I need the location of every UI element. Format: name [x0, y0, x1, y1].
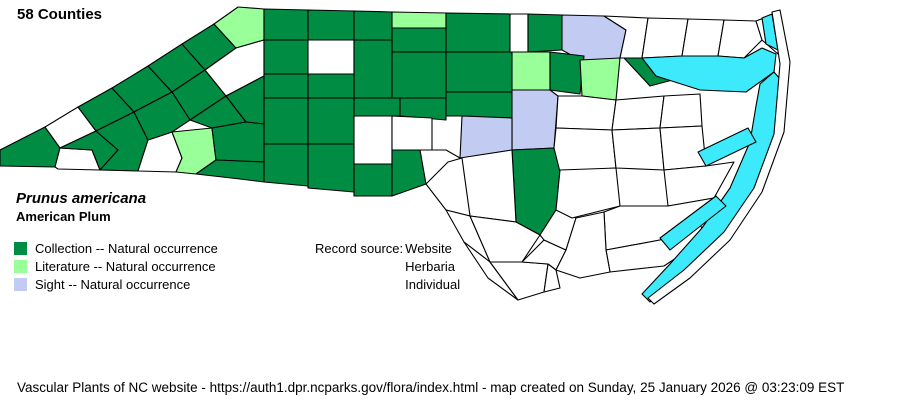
legend-item-literature: Literature -- Natural occurrence: [14, 257, 218, 275]
county-shape-collection: [263, 8, 309, 41]
page-title: 58 Counties: [17, 6, 103, 23]
record-source-label: Record source:: [315, 241, 404, 256]
county-shape-collection: [263, 39, 309, 75]
county-shape-none: [717, 19, 763, 59]
county-shape-none: [659, 93, 703, 129]
county-shape-none: [553, 127, 617, 173]
map-legend: Collection -- Natural occurrence Literat…: [14, 239, 218, 293]
county-shape-collection: [211, 121, 265, 163]
county-shape-collection: [263, 97, 309, 145]
county-shape-collection: [399, 97, 447, 121]
county-shape-collection: [549, 51, 585, 95]
county-shape-collection: [391, 27, 447, 53]
county-shape-collection: [307, 73, 355, 99]
county-shape-literature: [391, 11, 447, 29]
legend-item-label: Literature -- Natural occurrence: [35, 258, 216, 274]
record-source-values: Website Herbaria Individual: [405, 240, 460, 294]
county-shape-literature: [511, 51, 551, 91]
county-shape-collection: [445, 91, 513, 119]
county-shape-none: [469, 215, 541, 263]
county-shape-none: [353, 115, 393, 165]
sight-swatch-icon: [14, 277, 27, 291]
record-source-value: Individual: [405, 277, 461, 292]
county-shape-collection: [263, 73, 309, 99]
legend-item-label: Sight -- Natural occurrence: [35, 276, 191, 292]
county-shape-water: [697, 127, 757, 167]
county-shape-none: [509, 13, 529, 53]
county-shape-literature: [579, 57, 621, 101]
record-source-value: Website: [405, 241, 452, 256]
legend-item-sight: Sight -- Natural occurrence: [14, 275, 218, 293]
county-shape-none: [555, 167, 621, 219]
record-source-value: Herbaria: [405, 259, 456, 274]
species-block: Prunus americana American Plum: [16, 190, 146, 225]
collection-swatch-icon: [14, 241, 27, 255]
species-common-name: American Plum: [16, 209, 111, 225]
county-shape-collection: [307, 143, 355, 193]
county-shape-none: [641, 17, 689, 59]
county-shape-none: [391, 115, 433, 151]
county-shape-collection: [307, 97, 355, 145]
county-shape-collection: [353, 39, 393, 99]
county-shape-none: [555, 211, 611, 279]
legend-item-label: Collection -- Natural occurrence: [35, 240, 218, 256]
county-shape-collection: [445, 12, 511, 53]
county-shape-none: [307, 39, 355, 75]
legend-item-collection: Collection -- Natural occurrence: [14, 239, 218, 257]
footer-text: Vascular Plants of NC website - https://…: [17, 380, 845, 395]
county-shape-none: [425, 157, 471, 217]
species-scientific-name: Prunus americana: [16, 190, 147, 207]
county-shape-none: [555, 95, 617, 131]
county-shape-collection: [263, 143, 309, 187]
county-shape-none: [663, 161, 735, 207]
county-shape-water: [659, 195, 727, 251]
county-shape-collection: [353, 163, 393, 197]
county-shape-collection: [391, 51, 447, 99]
county-shape-collection: [353, 97, 401, 117]
literature-swatch-icon: [14, 259, 27, 273]
county-shape-none: [611, 95, 665, 131]
county-shape-collection: [133, 91, 191, 141]
county-shape-collection: [445, 51, 513, 93]
county-shape-water: [641, 47, 777, 93]
county-shape-none: [603, 15, 649, 59]
county-shape-collection: [307, 9, 355, 41]
county-shape-none: [681, 18, 725, 57]
county-shape-none: [611, 127, 665, 171]
county-shape-collection: [353, 10, 393, 41]
county-shape-collection: [527, 13, 563, 53]
record-source: Record source: Website Herbaria Individu…: [315, 240, 460, 294]
county-shape-none: [659, 125, 707, 171]
county-shape-none: [647, 9, 791, 305]
county-shape-sight: [511, 89, 559, 151]
